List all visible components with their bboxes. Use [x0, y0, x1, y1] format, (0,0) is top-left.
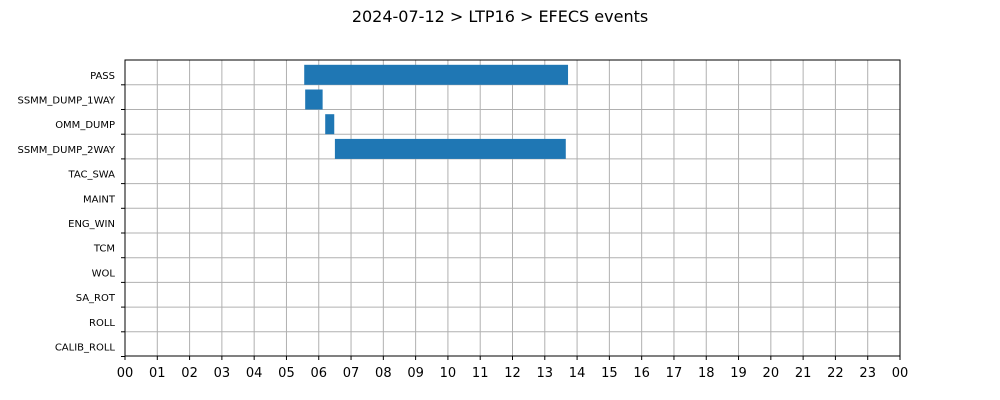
x-tick-label: 10	[440, 366, 457, 381]
x-tick-label: 06	[310, 366, 327, 381]
x-axis: 00 01 02 03 04 05 06 07 08 09 10 11 12 13 14 15 16 17 18 19…	[117, 356, 909, 381]
x-tick-label: 00	[117, 366, 134, 381]
x-tick-label: 17	[666, 366, 683, 381]
y-tick-label: ROLL	[89, 318, 115, 329]
event-bar-pass	[304, 64, 569, 85]
bar-layer	[304, 64, 569, 159]
x-tick-label: 15	[601, 366, 618, 381]
x-tick-label: 04	[246, 366, 263, 381]
event-bar-ssmm-dump-2way	[334, 138, 566, 159]
event-bar-ssmm-dump-1way	[305, 89, 323, 110]
y-tick-label: WOL	[92, 268, 116, 279]
y-tick-label: ENG_WIN	[68, 219, 115, 230]
x-tick-label: 02	[181, 366, 198, 381]
y-tick-label: CALIB_ROLL	[55, 343, 116, 354]
event-bar-omm-dump	[325, 114, 335, 135]
x-tick-label: 00	[892, 366, 909, 381]
x-tick-label: 11	[472, 366, 489, 381]
x-tick-label: 16	[633, 366, 650, 381]
x-tick-label: 13	[537, 366, 554, 381]
y-tick-label: TAC_SWA	[67, 170, 115, 181]
x-tick-label: 20	[763, 366, 780, 381]
x-tick-label: 05	[278, 366, 295, 381]
grid-layer	[125, 60, 900, 356]
x-tick-label: 08	[375, 366, 392, 381]
chart-title: 2024-07-12 > LTP16 > EFECS events	[352, 7, 648, 26]
x-tick-label: 09	[407, 366, 424, 381]
y-tick-label: SSMM_DUMP_1WAY	[17, 96, 115, 107]
x-tick-label: 18	[698, 366, 715, 381]
y-tick-label: TCM	[93, 244, 115, 255]
y-tick-label: SA_ROT	[76, 293, 116, 304]
y-tick-label: PASS	[90, 71, 115, 82]
x-tick-label: 14	[569, 366, 586, 381]
x-tick-label: 19	[730, 366, 747, 381]
x-tick-label: 01	[149, 366, 166, 381]
x-tick-label: 12	[504, 366, 521, 381]
y-axis: PASS SSMM_DUMP_1WAY OMM_DUMP SSMM_DUMP_2WAY…	[17, 71, 125, 357]
x-tick-label: 21	[795, 366, 812, 381]
x-tick-label: 07	[343, 366, 360, 381]
y-tick-label: SSMM_DUMP_2WAY	[17, 145, 115, 156]
y-tick-label: MAINT	[83, 194, 116, 205]
x-tick-label: 23	[859, 366, 876, 381]
x-tick-label: 03	[214, 366, 231, 381]
y-tick-label: OMM_DUMP	[55, 120, 115, 131]
x-tick-label: 22	[827, 366, 844, 381]
